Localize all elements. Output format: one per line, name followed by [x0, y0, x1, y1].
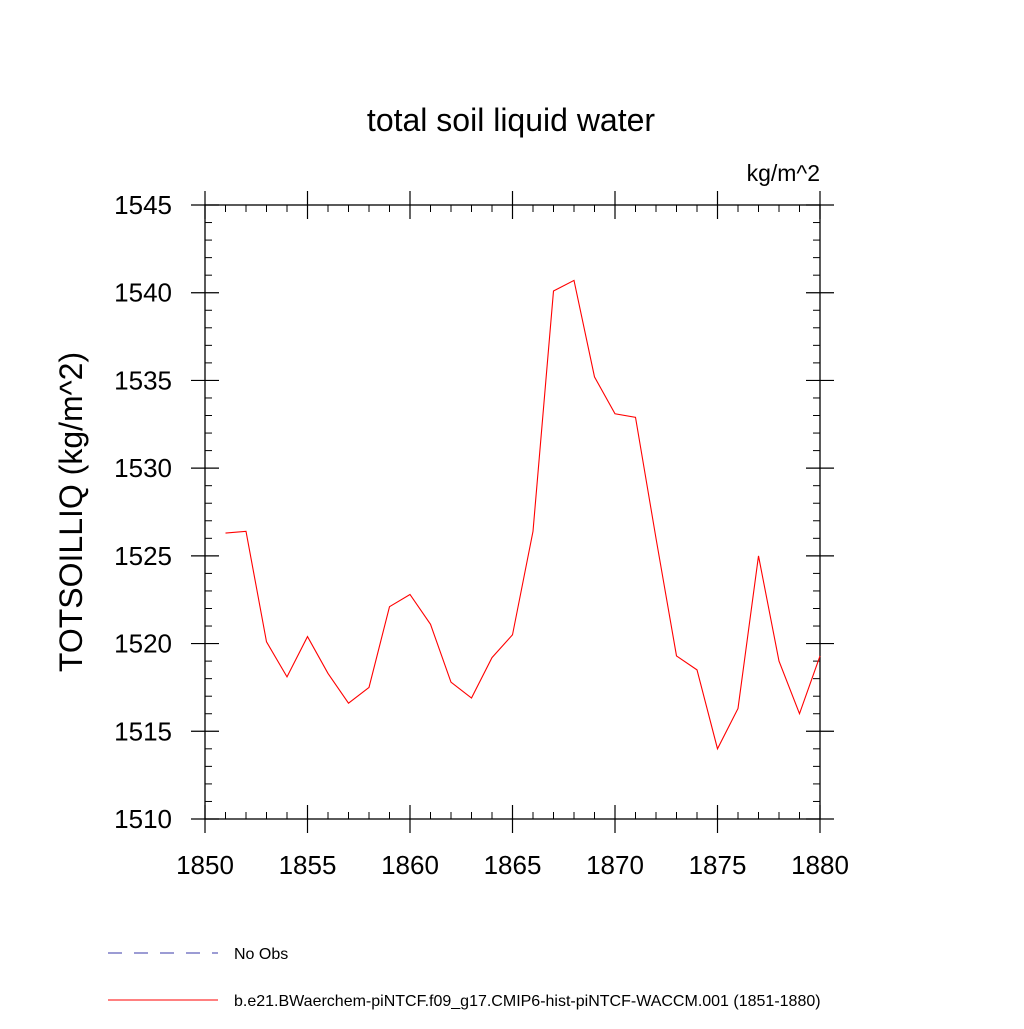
y-tick-label: 1535	[114, 365, 172, 395]
y-tick-label: 1530	[114, 453, 172, 483]
units-label: kg/m^2	[747, 160, 820, 186]
x-tick-label: 1870	[586, 850, 644, 880]
y-tick-label: 1525	[114, 541, 172, 571]
legend: No Obs b.e21.BWaerchem-piNTCF.f09_g17.CMI…	[108, 946, 821, 1010]
y-tick-label: 1545	[114, 190, 172, 220]
x-tick-label: 1860	[381, 850, 439, 880]
y-tick-label: 1540	[114, 278, 172, 308]
x-tick-label: 1880	[791, 850, 849, 880]
y-tick-label: 1520	[114, 629, 172, 659]
y-tick-label: 1515	[114, 716, 172, 746]
x-tick-label: 1865	[484, 850, 542, 880]
legend-label: No Obs	[234, 946, 288, 963]
y-axis-label: TOTSOILLIQ (kg/m^2)	[53, 352, 89, 672]
x-tick-label: 1875	[689, 850, 747, 880]
x-tick-label: 1855	[279, 850, 337, 880]
plot-frame	[204, 204, 821, 820]
plot-area: 1850 1855 1860 1865 1870 1875 1880 1510 1515 1520…	[114, 190, 849, 880]
legend-label: b.e21.BWaerchem-piNTCF.f09_g17.CMIP6-his…	[234, 993, 821, 1010]
y-tick-label: 1510	[114, 804, 172, 834]
series-line	[225, 279, 821, 751]
x-tick-label: 1850	[176, 850, 234, 880]
chart-title: total soil liquid water	[367, 102, 655, 138]
